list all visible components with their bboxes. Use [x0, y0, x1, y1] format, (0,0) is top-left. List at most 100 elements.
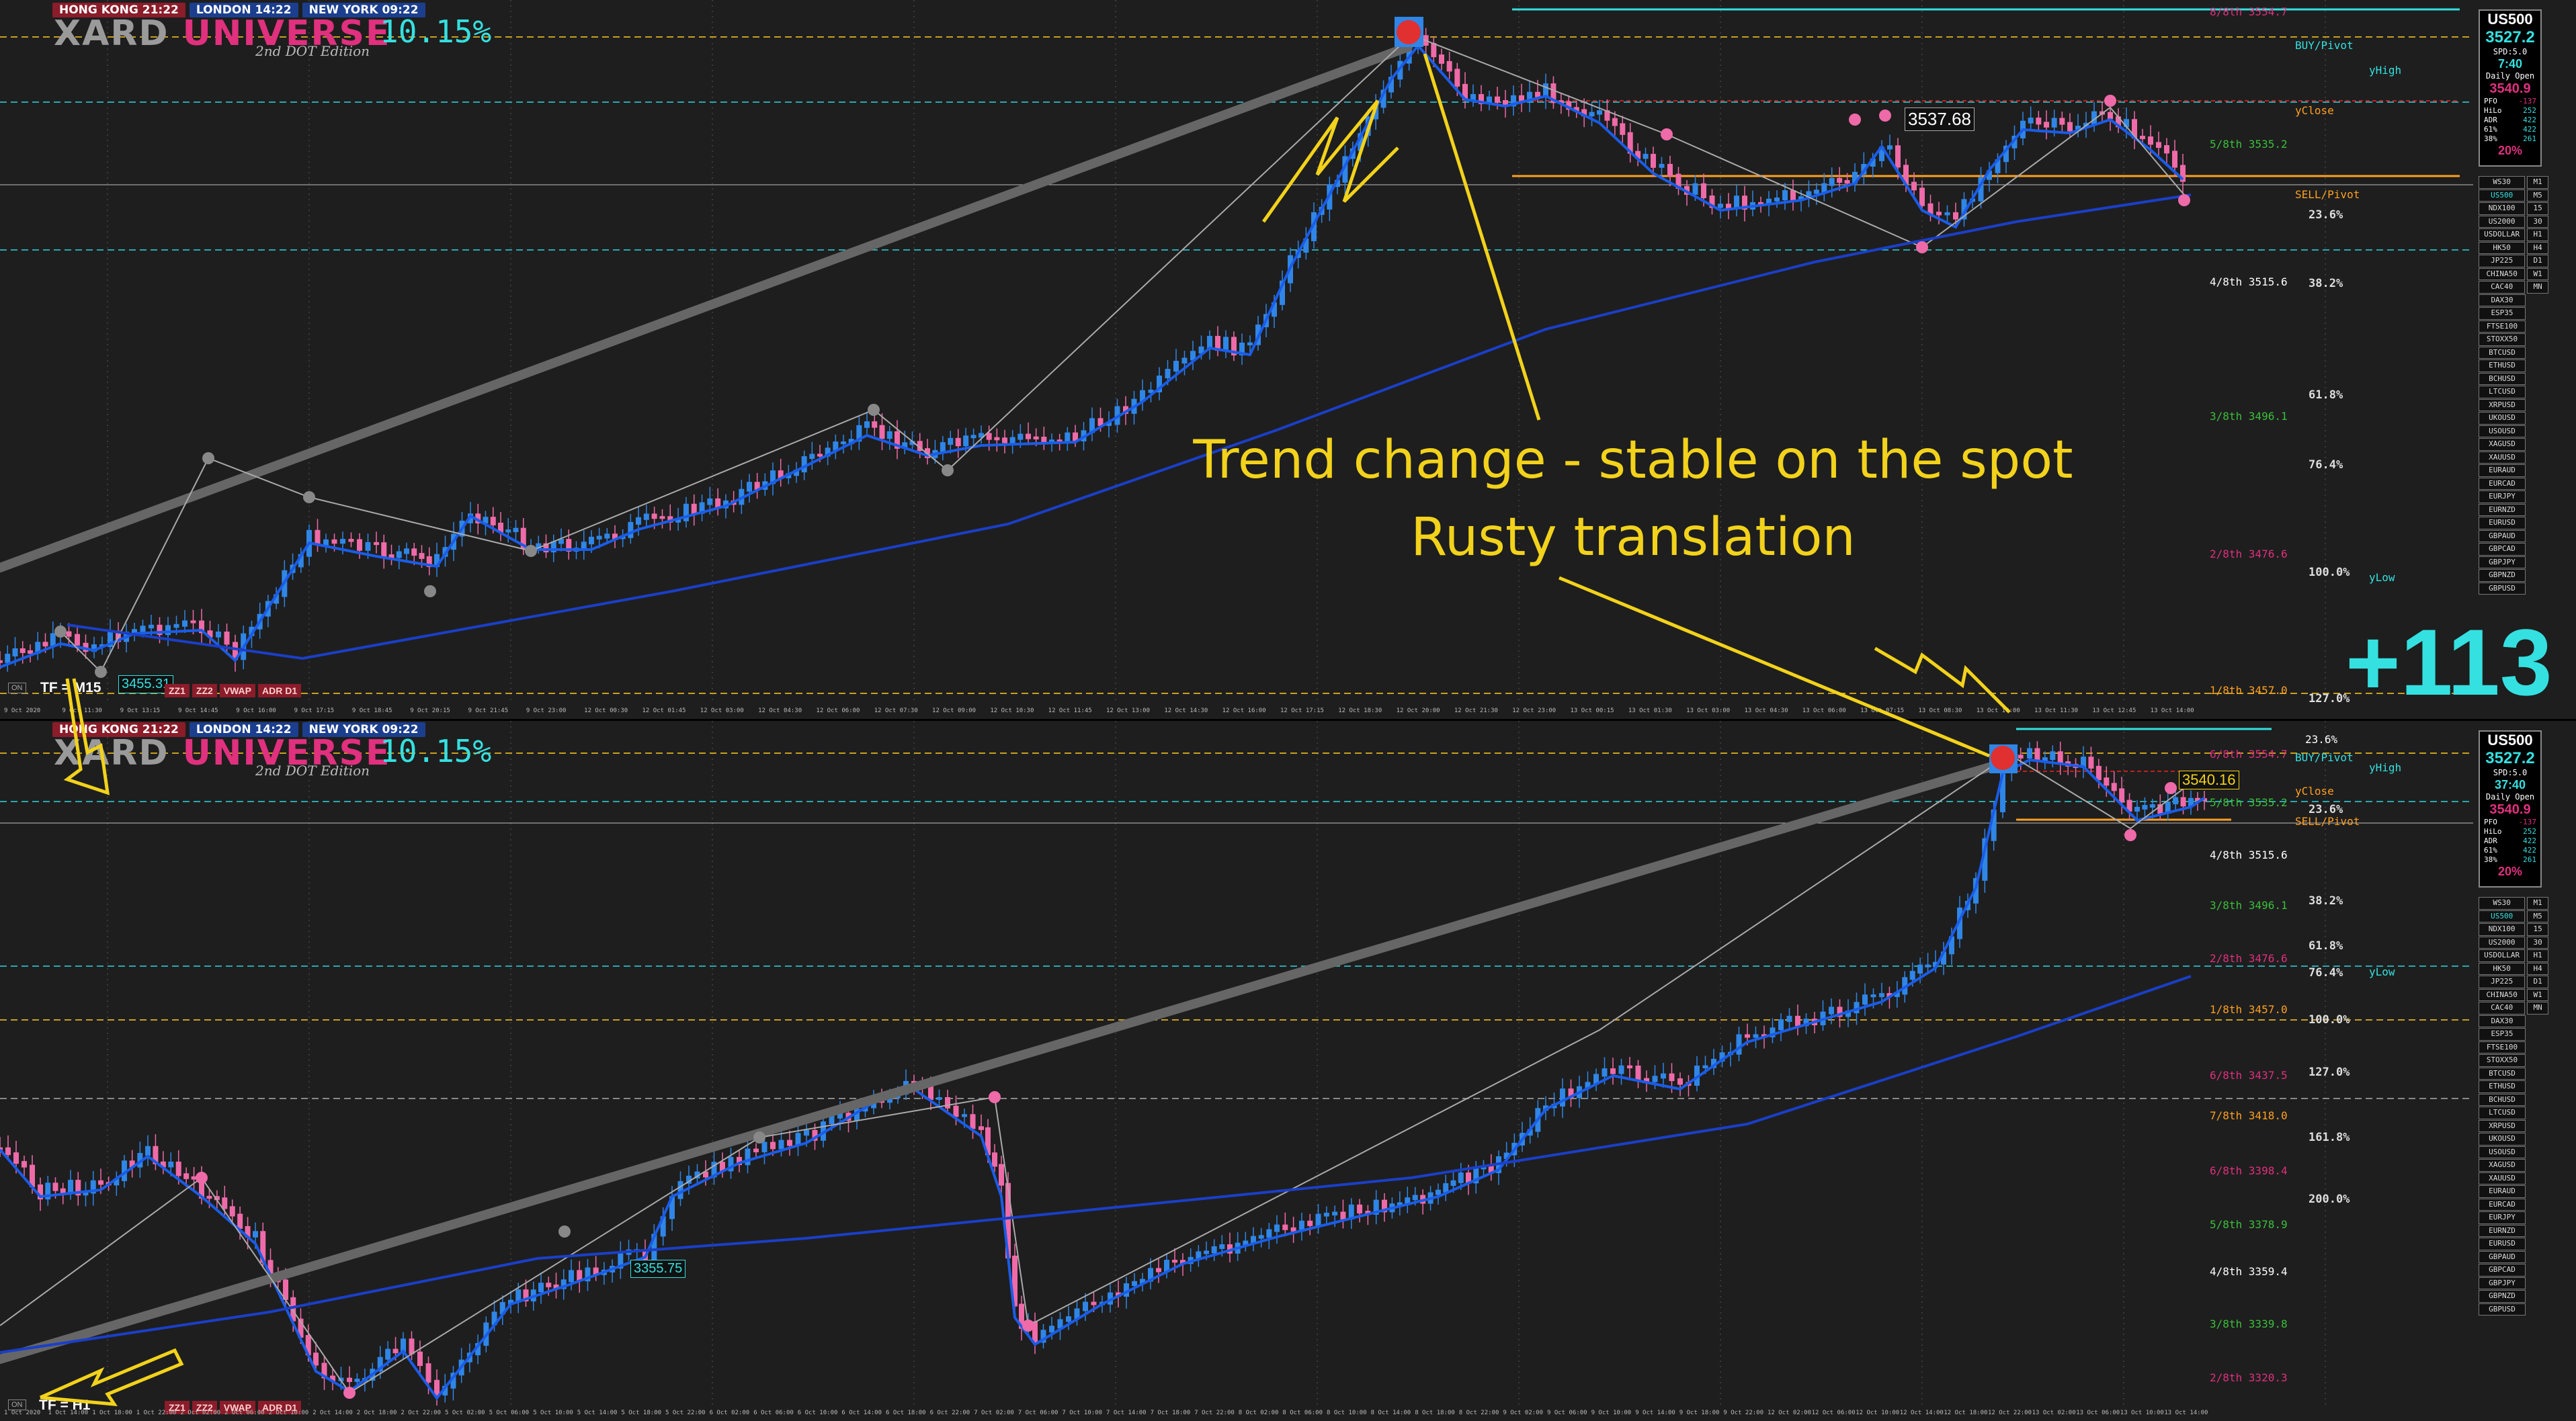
symbol-button[interactable]: DAX30	[2479, 1015, 2526, 1027]
symbol-item[interactable]: XAGUSD	[2479, 438, 2548, 451]
symbol-item[interactable]: EURCAD	[2479, 477, 2548, 490]
symbol-button[interactable]: USOUSD	[2479, 425, 2526, 437]
symbol-item[interactable]: STOXX50	[2479, 1054, 2548, 1067]
symbol-button[interactable]: WS30	[2479, 176, 2526, 189]
symbol-button[interactable]: EURNZD	[2479, 1224, 2526, 1237]
symbol-item[interactable]: GBPUSD	[2479, 582, 2548, 595]
symbol-item[interactable]: GBPCAD	[2479, 1264, 2548, 1277]
symbol-button[interactable]: US500	[2479, 189, 2526, 202]
symbol-button[interactable]: GBPUSD	[2479, 582, 2526, 595]
symbol-item[interactable]: GBPAUD	[2479, 1250, 2548, 1263]
symbol-button[interactable]: GBPNZD	[2479, 1290, 2526, 1303]
symbol-button[interactable]: NDX100	[2479, 202, 2526, 215]
symbol-button[interactable]: EURCAD	[2479, 1198, 2526, 1211]
symbol-button[interactable]: EURNZD	[2479, 503, 2526, 516]
zz-toggle-2[interactable]: VWAP	[219, 684, 256, 697]
timeframe-button[interactable]: M1	[2527, 176, 2548, 189]
symbol-item[interactable]: XRPUSD	[2479, 398, 2548, 411]
timeframe-button[interactable]: 30	[2527, 936, 2548, 949]
timeframe-button[interactable]: H4	[2527, 962, 2548, 975]
symbol-item[interactable]: EURUSD	[2479, 1238, 2548, 1250]
symbol-item[interactable]: ESP35	[2479, 307, 2548, 320]
symbol-item[interactable]: CAC40 MN	[2479, 1002, 2548, 1015]
symbol-item[interactable]: GBPNZD	[2479, 1290, 2548, 1303]
symbol-button[interactable]: USOUSD	[2479, 1146, 2526, 1158]
symbol-item[interactable]: BTCUSD	[2479, 346, 2548, 359]
symbol-button[interactable]: CAC40	[2479, 281, 2526, 294]
symbol-item[interactable]: NDX100 15	[2479, 923, 2548, 936]
symbol-item[interactable]: GBPUSD	[2479, 1303, 2548, 1316]
symbol-button[interactable]: BTCUSD	[2479, 1067, 2526, 1080]
symbol-button[interactable]: LTCUSD	[2479, 1107, 2526, 1119]
symbol-item[interactable]: UKOUSD	[2479, 1133, 2548, 1146]
symbol-item[interactable]: ETHUSD	[2479, 1080, 2548, 1093]
symbol-item[interactable]: EURJPY	[2479, 1211, 2548, 1224]
symbol-item[interactable]: HK50 H4	[2479, 962, 2548, 975]
timeframe-button[interactable]: H1	[2527, 949, 2548, 962]
symbol-button[interactable]: CAC40	[2479, 1002, 2526, 1015]
symbol-item[interactable]: HK50 H4	[2479, 241, 2548, 254]
symbol-item[interactable]: CHINA50 W1	[2479, 988, 2548, 1001]
symbol-item[interactable]: XRPUSD	[2479, 1119, 2548, 1132]
symbol-button[interactable]: CHINA50	[2479, 267, 2526, 280]
symbol-button[interactable]: HK50	[2479, 241, 2526, 254]
symbol-item[interactable]: XAUUSD	[2479, 451, 2548, 464]
symbol-item[interactable]: JP225 D1	[2479, 976, 2548, 988]
chart-pane-h1[interactable]: HONG KONG 21:22 LONDON 14:22 NEW YORK 09…	[0, 721, 2576, 1421]
zz-toggle-1[interactable]: ZZ2	[192, 1401, 217, 1414]
zz-toggle-3[interactable]: ADR D1	[258, 1401, 302, 1414]
symbol-item[interactable]: LTCUSD	[2479, 386, 2548, 398]
symbol-item[interactable]: FTSE100	[2479, 1041, 2548, 1053]
chart-pane-m15[interactable]: HONG KONG 21:22 LONDON 14:22 NEW YORK 09…	[0, 0, 2576, 719]
symbol-item[interactable]: GBPNZD	[2479, 569, 2548, 582]
symbol-item[interactable]: LTCUSD	[2479, 1107, 2548, 1119]
symbol-button[interactable]: EURJPY	[2479, 490, 2526, 503]
on-toggle[interactable]: ON	[8, 1400, 26, 1410]
symbol-button[interactable]: BCHUSD	[2479, 372, 2526, 385]
symbol-button[interactable]: XAGUSD	[2479, 438, 2526, 451]
symbol-item[interactable]: BCHUSD	[2479, 372, 2548, 385]
symbol-button[interactable]: XAUUSD	[2479, 451, 2526, 464]
symbol-item[interactable]: GBPCAD	[2479, 543, 2548, 556]
symbol-button[interactable]: CHINA50	[2479, 988, 2526, 1001]
timeframe-button[interactable]: H4	[2527, 241, 2548, 254]
symbol-button[interactable]: FTSE100	[2479, 320, 2526, 333]
symbol-button[interactable]: GBPAUD	[2479, 1250, 2526, 1263]
symbol-button[interactable]: USDOLLAR	[2479, 949, 2526, 962]
symbol-button[interactable]: GBPNZD	[2479, 569, 2526, 582]
symbol-button[interactable]: XAUUSD	[2479, 1172, 2526, 1185]
symbol-item[interactable]: XAUUSD	[2479, 1172, 2548, 1185]
symbol-button[interactable]: XRPUSD	[2479, 1119, 2526, 1132]
symbol-button[interactable]: ETHUSD	[2479, 1080, 2526, 1093]
symbol-item[interactable]: STOXX50	[2479, 333, 2548, 346]
timeframe-button[interactable]: W1	[2527, 988, 2548, 1001]
symbol-item[interactable]: JP225 D1	[2479, 255, 2548, 267]
symbol-button[interactable]: BCHUSD	[2479, 1093, 2526, 1106]
timeframe-button[interactable]: D1	[2527, 255, 2548, 267]
symbol-button[interactable]: USDOLLAR	[2479, 228, 2526, 241]
symbol-button[interactable]: WS30	[2479, 897, 2526, 910]
symbol-item[interactable]: EURNZD	[2479, 1224, 2548, 1237]
symbol-item[interactable]: BTCUSD	[2479, 1067, 2548, 1080]
symbol-item[interactable]: US2000 30	[2479, 936, 2548, 949]
symbol-item[interactable]: DAX30	[2479, 294, 2548, 306]
zz-toggle-3[interactable]: ADR D1	[258, 684, 302, 697]
timeframe-button[interactable]: MN	[2527, 1002, 2548, 1015]
symbol-button[interactable]: LTCUSD	[2479, 386, 2526, 398]
symbol-item[interactable]: ESP35	[2479, 1028, 2548, 1041]
symbol-button[interactable]: XRPUSD	[2479, 398, 2526, 411]
symbol-button[interactable]: STOXX50	[2479, 333, 2526, 346]
symbol-button[interactable]: NDX100	[2479, 923, 2526, 936]
symbol-item[interactable]: GBPAUD	[2479, 529, 2548, 542]
symbol-item[interactable]: EURUSD	[2479, 517, 2548, 529]
symbol-button[interactable]: UKOUSD	[2479, 1133, 2526, 1146]
symbol-item[interactable]: XAGUSD	[2479, 1159, 2548, 1172]
symbol-button[interactable]: GBPCAD	[2479, 1264, 2526, 1277]
symbol-item[interactable]: EURNZD	[2479, 503, 2548, 516]
timeframe-button[interactable]: D1	[2527, 976, 2548, 988]
zz-toggle-0[interactable]: ZZ1	[165, 684, 190, 697]
timeframe-button[interactable]: 15	[2527, 923, 2548, 936]
symbol-item[interactable]: EURAUD	[2479, 1185, 2548, 1198]
symbol-button[interactable]: DAX30	[2479, 294, 2526, 306]
symbol-item[interactable]: FTSE100	[2479, 320, 2548, 333]
